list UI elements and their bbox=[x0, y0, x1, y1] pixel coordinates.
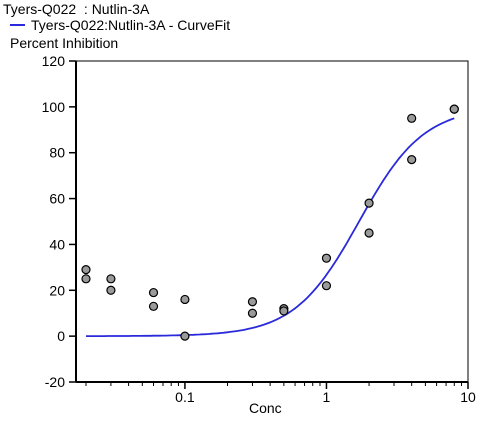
data-point bbox=[321, 281, 332, 291]
plot-frame bbox=[75, 60, 469, 383]
data-point bbox=[180, 331, 190, 341]
data-point bbox=[247, 297, 258, 307]
data-point bbox=[321, 253, 332, 263]
legend-line-swatch bbox=[10, 24, 25, 26]
data-point bbox=[364, 198, 374, 208]
data-point bbox=[407, 113, 417, 123]
data-point bbox=[407, 154, 417, 165]
data-point bbox=[81, 274, 91, 284]
y-axis-label: Percent Inhibition bbox=[10, 35, 119, 51]
x-tick-label: 1 bbox=[323, 389, 331, 405]
data-point bbox=[106, 274, 116, 284]
y-tick-label: 0 bbox=[57, 328, 65, 344]
data-point bbox=[106, 285, 116, 295]
chart-legend: Tyers-Q022:Nutlin-3A - CurveFit bbox=[10, 17, 230, 33]
data-point bbox=[148, 287, 159, 298]
chart-title: Tyers-Q022 : Nutlin-3A bbox=[3, 1, 150, 17]
data-point bbox=[449, 104, 459, 114]
x-tick-label: 0.1 bbox=[175, 389, 195, 405]
y-tick-label: 120 bbox=[42, 53, 66, 69]
x-axis-label: Conc bbox=[249, 400, 282, 416]
legend-label: Tyers-Q022:Nutlin-3A - CurveFit bbox=[31, 17, 231, 33]
y-tick-label: 80 bbox=[49, 145, 65, 161]
curve-fit-line bbox=[86, 117, 455, 338]
y-tick-label: 20 bbox=[49, 282, 65, 298]
y-tick-label: 40 bbox=[49, 236, 65, 252]
data-point bbox=[148, 301, 159, 311]
data-point bbox=[279, 306, 289, 316]
y-tick-label: 100 bbox=[42, 99, 66, 115]
data-point bbox=[180, 294, 190, 305]
data-point bbox=[81, 265, 91, 275]
y-tick-label: 60 bbox=[49, 191, 65, 207]
y-tick-label: -20 bbox=[45, 374, 65, 390]
data-point bbox=[364, 228, 374, 238]
data-point bbox=[247, 308, 258, 318]
x-tick-label: 10 bbox=[460, 389, 476, 405]
